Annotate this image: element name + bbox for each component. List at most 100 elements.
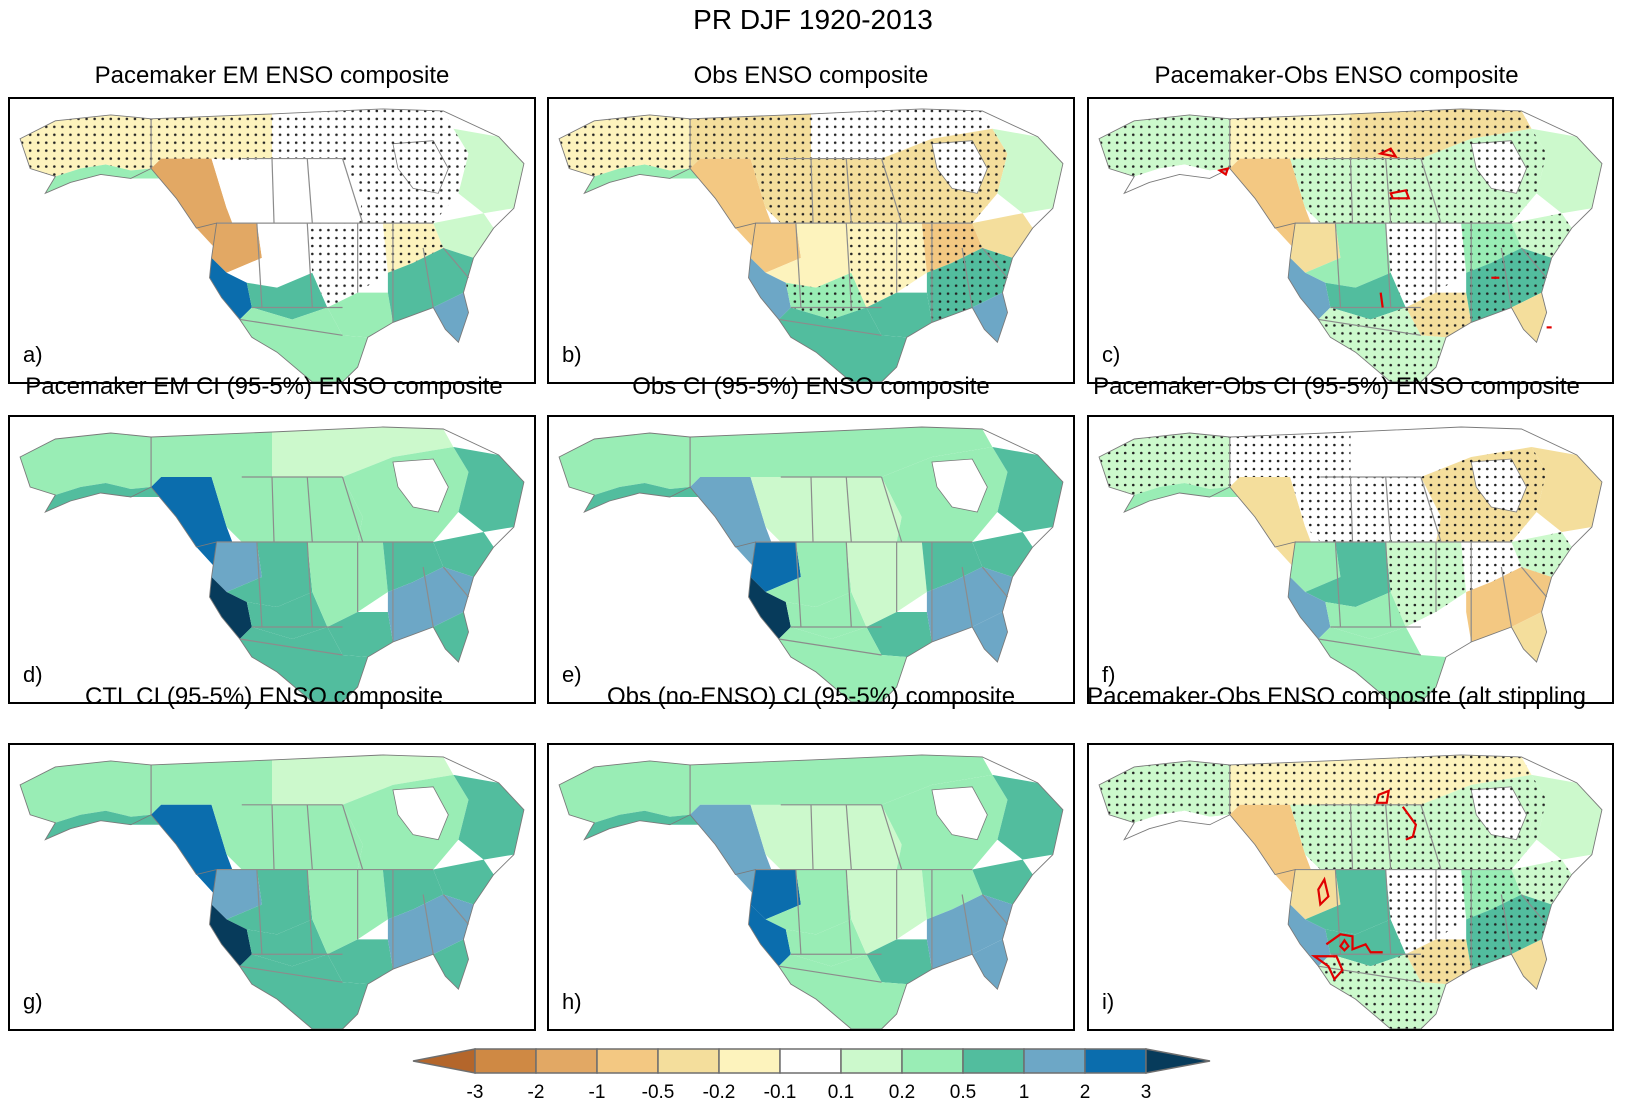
- stipple-great_lakes: [896, 223, 983, 273]
- colorbar-tick-label: 0.2: [889, 1082, 915, 1102]
- region-great_lakes: [357, 542, 444, 592]
- region-pnw: [211, 869, 262, 920]
- region-alaska_coast: [45, 483, 162, 512]
- region-great_basin: [1305, 542, 1391, 607]
- stipple-southeast: [926, 247, 1013, 323]
- significance-contour: [1389, 189, 1411, 200]
- region-southeast: [926, 567, 1013, 642]
- region-pnw: [750, 223, 801, 273]
- border-line: [1385, 223, 1392, 308]
- region-southeast: [926, 894, 1013, 970]
- panel-label-e: e): [562, 662, 582, 687]
- region-california: [209, 257, 252, 320]
- border-line: [1500, 247, 1513, 308]
- border-line: [341, 804, 364, 870]
- stipple-prairies: [1290, 804, 1442, 870]
- region-great_basin: [765, 869, 852, 935]
- significance-contour: [1401, 806, 1418, 841]
- region-florida: [972, 612, 1008, 662]
- region-pnw: [211, 542, 262, 592]
- map-a: [19, 108, 525, 382]
- region-florida: [433, 292, 469, 343]
- panel-label-c: c): [1102, 342, 1121, 367]
- coastline: [19, 426, 525, 702]
- border-line: [810, 158, 814, 224]
- region-southeast: [1466, 567, 1552, 642]
- panel-title-f: Pacemaker-Obs CI (95-5%) ENSO composite: [1093, 373, 1580, 400]
- panel-title-g: CTL CI (95-5%) ENSO composite: [85, 683, 443, 710]
- border-line: [880, 476, 903, 543]
- stipple-central_plains: [1385, 223, 1467, 308]
- region-alaska_coast: [584, 810, 701, 840]
- region-great_lakes: [896, 869, 983, 920]
- border-line: [1334, 869, 1342, 955]
- region-labrador: [1531, 447, 1602, 532]
- region-florida: [972, 292, 1008, 343]
- stipple-alaska: [20, 114, 152, 177]
- border-line: [341, 476, 364, 543]
- region-mexico: [1318, 627, 1447, 702]
- colorbar-bin: [596, 1048, 659, 1074]
- region-labrador: [453, 128, 524, 214]
- border-line: [1385, 869, 1392, 955]
- region-central_plains: [307, 542, 388, 627]
- border-line: [961, 894, 973, 955]
- region-california: [209, 577, 252, 639]
- region-northeast: [972, 532, 1033, 577]
- map-f: [1098, 426, 1603, 702]
- border-line: [795, 541, 802, 628]
- stipple-great_lakes: [1435, 223, 1522, 273]
- coastline: [558, 426, 1064, 702]
- panel-title-e: Obs CI (95-5%) ENSO composite: [632, 373, 990, 400]
- border-line: [256, 223, 263, 308]
- region-great_basin: [765, 223, 852, 288]
- colorbar-bin: [474, 1048, 537, 1074]
- region-pnw: [1290, 223, 1341, 273]
- region-texas: [1405, 612, 1472, 657]
- border-line: [306, 158, 313, 224]
- region-nw_canada: [151, 759, 272, 815]
- colorbar-bin: [535, 1048, 598, 1074]
- panel-label-d: d): [23, 662, 43, 687]
- border-line: [442, 894, 469, 925]
- region-texas: [866, 292, 932, 338]
- region-california: [748, 257, 791, 320]
- region-labrador: [992, 774, 1063, 860]
- region-great_basin: [1305, 223, 1391, 288]
- region-alaska: [559, 433, 691, 495]
- border-line: [1385, 476, 1392, 543]
- region-labrador: [1531, 128, 1602, 214]
- stipple-mexico: [1318, 954, 1447, 1029]
- border-line: [961, 566, 973, 628]
- region-pnw: [750, 542, 801, 592]
- border-line: [845, 541, 852, 628]
- map-b: [558, 108, 1064, 382]
- region-labrador: [992, 447, 1063, 532]
- border-line: [1334, 223, 1342, 308]
- region-prairies: [211, 477, 363, 542]
- region-mexico: [239, 307, 368, 382]
- stipple-prairies: [1290, 158, 1442, 224]
- region-mexico: [239, 954, 368, 1029]
- coastline: [19, 108, 525, 382]
- region-alaska: [20, 433, 152, 495]
- region-alaska_coast: [1124, 164, 1240, 194]
- region-labrador: [1531, 774, 1602, 860]
- stipple-quebec: [1420, 774, 1547, 870]
- region-mexico: [778, 307, 907, 382]
- colorbar-tick-label: -0.5: [642, 1082, 675, 1102]
- colorbar-tick-label: -0.1: [764, 1082, 797, 1102]
- coastline: [558, 108, 1064, 382]
- stipple-central_plains: [1385, 542, 1467, 627]
- border-line: [1500, 566, 1513, 628]
- region-nw_canada: [690, 432, 811, 487]
- stipple-quebec: [342, 128, 469, 224]
- stipple-quebec: [881, 128, 1008, 224]
- region-texas: [327, 612, 393, 657]
- border-line: [1420, 476, 1442, 543]
- region-northeast: [433, 213, 494, 258]
- region-labrador: [992, 128, 1063, 214]
- region-florida: [972, 939, 1008, 990]
- border-line: [422, 894, 434, 955]
- colorbar-tick-label: 1: [1019, 1082, 1030, 1102]
